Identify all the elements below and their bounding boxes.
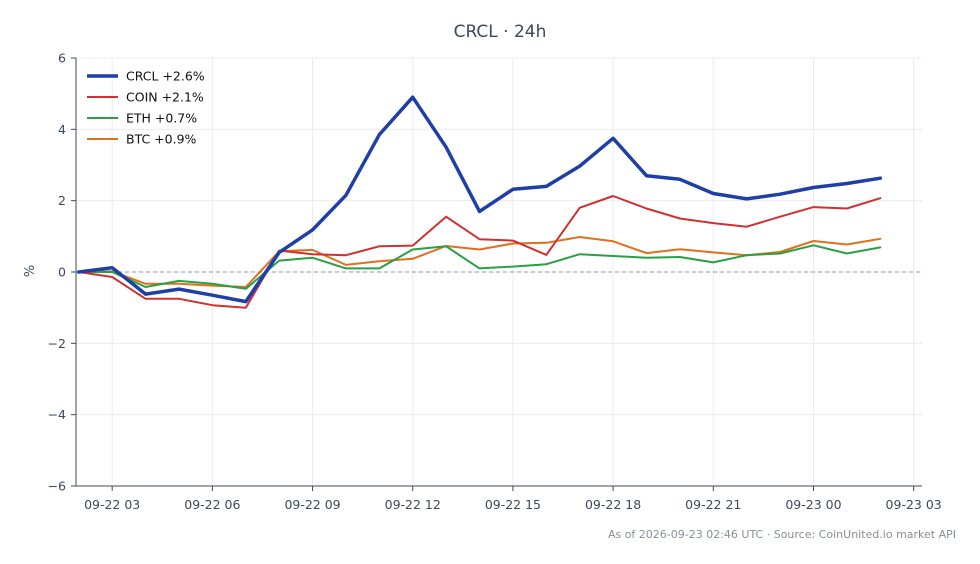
source-footer: As of 2026-09-23 02:46 UTC · Source: Coi… <box>608 528 956 541</box>
legend: CRCL +2.6% COIN +2.1% ETH +0.7% BTC +0.9% <box>87 69 205 147</box>
series-line-crcl <box>77 95 883 304</box>
legend-label-eth: ETH +0.7% <box>126 111 197 126</box>
y-tick-label: 4 <box>58 122 66 137</box>
legend-label-crcl: CRCL +2.6% <box>126 69 205 84</box>
x-tick-label: 09-23 00 <box>785 497 841 512</box>
y-tick-label: −2 <box>48 336 66 351</box>
x-tick-label: 09-22 06 <box>184 497 240 512</box>
series-line-eth <box>77 244 882 290</box>
x-tick-label: 09-23 03 <box>886 497 942 512</box>
chart-title: CRCL · 24h <box>454 22 547 42</box>
series-line-btc <box>77 236 882 288</box>
x-tick-label: 09-22 03 <box>84 497 140 512</box>
y-axis-label: % <box>23 265 38 277</box>
x-tick-label: 09-22 15 <box>485 497 541 512</box>
x-tick-label: 09-22 09 <box>284 497 340 512</box>
x-tick-label: 09-22 12 <box>385 497 441 512</box>
y-tick-label: −6 <box>48 479 66 494</box>
axes: −6 −4 −2 0 2 4 6 09-22 03 09-22 06 09-22 09 09-22 … <box>48 51 942 513</box>
series-layer <box>77 95 883 309</box>
y-tick-label: 2 <box>58 193 66 208</box>
y-tick-label: 6 <box>58 51 66 66</box>
y-tick-label: −4 <box>48 407 66 422</box>
legend-label-coin: COIN +2.1% <box>126 90 204 105</box>
series-line-coin <box>77 195 882 309</box>
x-tick-label: 09-22 21 <box>685 497 741 512</box>
x-tick-label: 09-22 18 <box>585 497 641 512</box>
legend-label-btc: BTC +0.9% <box>126 132 197 147</box>
y-tick-label: 0 <box>58 265 66 280</box>
